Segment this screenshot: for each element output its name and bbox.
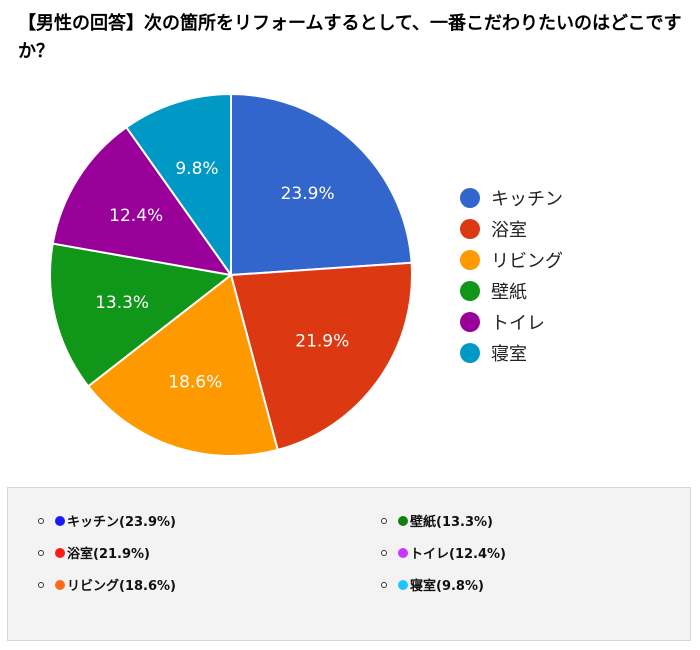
- pie-slice-3: [86, 273, 279, 457]
- summary-label: トイレ(12.4%): [410, 547, 506, 562]
- bullet-icon: [381, 517, 387, 524]
- summary-label: 浴室(21.9%): [67, 547, 150, 562]
- slice-label-4: 13.3%: [95, 293, 149, 313]
- legend-swatch: [460, 311, 480, 332]
- pie-slice-6: [124, 92, 232, 279]
- legend-item: キッチン: [460, 182, 563, 213]
- pie-slice-5: [51, 125, 234, 277]
- legend-label: 壁紙: [491, 281, 527, 303]
- slice-label-3: 18.6%: [168, 372, 222, 392]
- summary-label: 壁紙(13.3%): [410, 515, 493, 530]
- legend-item: 寝室: [460, 337, 563, 368]
- summary-item: 浴室(21.9%): [38, 543, 150, 562]
- color-dot-icon: [398, 547, 408, 558]
- legend-swatch: [460, 187, 480, 208]
- bullet-icon: [38, 517, 44, 524]
- slice-label-5: 12.4%: [109, 206, 163, 226]
- legend-item: 壁紙: [460, 275, 563, 306]
- slice-label-2: 21.9%: [295, 331, 349, 351]
- legend-swatch: [460, 342, 480, 363]
- bullet-icon: [38, 581, 44, 588]
- legend-label: 寝室: [491, 343, 527, 365]
- bullet-icon: [381, 549, 387, 556]
- legend-swatch: [460, 249, 480, 270]
- summary-item: リビング(18.6%): [38, 575, 176, 594]
- slice-label-1: 23.9%: [281, 184, 335, 204]
- legend-label: リビング: [491, 250, 563, 272]
- color-dot-icon: [398, 579, 408, 590]
- legend-item: リビング: [460, 244, 563, 275]
- summary-item: 寝室(9.8%): [381, 575, 484, 594]
- bullet-icon: [38, 549, 44, 556]
- legend-swatch: [460, 280, 480, 301]
- legend-label: キッチン: [491, 188, 563, 210]
- bullet-icon: [381, 581, 387, 588]
- pie-slice-1: [230, 92, 413, 277]
- chart-title: 【男性の回答】次の箇所をリフォームするとして、一番こだわりたいのはどこですか？: [18, 13, 682, 62]
- color-dot-icon: [55, 547, 65, 558]
- summary-box: キッチン(23.9%) 浴室(21.9%) リビング(18.6%) 壁紙(13.3%)…: [7, 487, 691, 641]
- legend-item: 浴室: [460, 213, 563, 244]
- slice-label-6: 9.8%: [175, 159, 218, 179]
- color-dot-icon: [55, 515, 65, 526]
- summary-label: リビング(18.6%): [67, 579, 176, 594]
- legend-swatch: [460, 218, 480, 239]
- summary-label: 寝室(9.8%): [410, 579, 484, 594]
- summary-item: トイレ(12.4%): [381, 543, 506, 562]
- pie-chart: 23.9% 21.9% 18.6% 13.3% 12.4% 9.8%: [49, 92, 413, 457]
- legend-label: トイレ: [491, 312, 545, 334]
- legend-item: トイレ: [460, 306, 563, 337]
- color-dot-icon: [55, 579, 65, 590]
- pie-slice-2: [229, 261, 413, 452]
- summary-label: キッチン(23.9%): [67, 515, 176, 530]
- pie-slice-4: [49, 242, 234, 388]
- summary-item: 壁紙(13.3%): [381, 511, 493, 530]
- color-dot-icon: [398, 515, 408, 526]
- summary-item: キッチン(23.9%): [38, 511, 176, 530]
- chart-legend: キッチン浴室リビング壁紙トイレ寝室: [460, 182, 563, 368]
- legend-label: 浴室: [491, 219, 527, 241]
